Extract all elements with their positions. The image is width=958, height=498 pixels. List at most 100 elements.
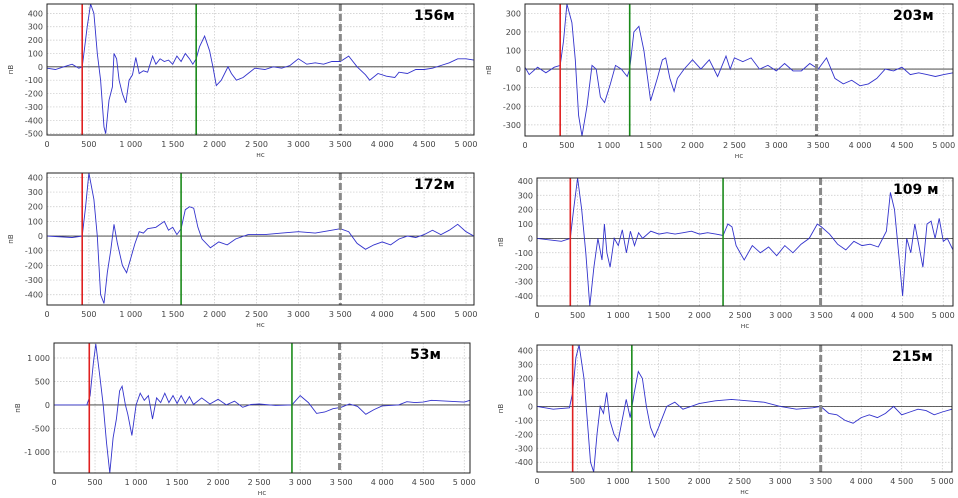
- x-tick-label: 500: [81, 140, 96, 149]
- x-tick-label: 2 000: [681, 141, 704, 150]
- y-tick-label: 500: [35, 377, 50, 386]
- y-tick-label: 0: [38, 63, 43, 72]
- x-tick-label: 1 500: [166, 478, 189, 487]
- chart-title: 156м: [414, 8, 455, 24]
- x-axis-label: нс: [258, 489, 267, 497]
- plot-frame: [53, 342, 471, 474]
- x-tick-label: 500: [87, 478, 102, 487]
- x-tick-label: 2 000: [203, 310, 226, 319]
- x-tick-label: 0: [522, 141, 527, 150]
- y-tick-label: -300: [503, 121, 521, 130]
- x-tick-label: 2 500: [729, 311, 752, 320]
- x-tick-label: 3 500: [329, 140, 352, 149]
- chart-panel-4: 0 500 1 000 1 500 2 000 2 500 3 000 3 500 4 000 4…: [497, 177, 955, 330]
- y-tick-label: 400: [518, 177, 533, 186]
- x-tick-label: 4 000: [371, 478, 394, 487]
- signal-trace: [536, 344, 953, 473]
- y-tick-label: -400: [515, 458, 533, 467]
- x-tick-label: 3 500: [329, 310, 352, 319]
- y-tick-label: -100: [503, 84, 521, 93]
- y-tick-label: 100: [506, 46, 521, 55]
- y-tick-label: -200: [515, 430, 533, 439]
- y-tick-label: -300: [25, 276, 43, 285]
- y-tick-label: -200: [25, 261, 43, 270]
- chart-panel-6: 0 500 1 000 1 500 2 000 2 500 3 000 3 500 4 000 4…: [497, 344, 954, 496]
- y-tick-label: -300: [515, 444, 533, 453]
- y-tick-label: 400: [28, 9, 43, 18]
- x-axis-label: нс: [256, 321, 265, 329]
- chart-panel-5: 0 500 1 000 1 500 2 000 2 500 3 000 3 500 4 000 4…: [14, 342, 476, 497]
- x-tick-label: 5 000: [455, 140, 478, 149]
- y-tick-label: 200: [28, 203, 43, 212]
- y-tick-label: 1 000: [27, 354, 50, 363]
- x-tick-label: 500: [570, 311, 585, 320]
- x-tick-label: 500: [81, 310, 96, 319]
- y-tick-label: 100: [518, 388, 533, 397]
- x-tick-label: 3 500: [330, 478, 353, 487]
- x-tick-label: 4 500: [412, 478, 435, 487]
- x-tick-label: 2 500: [248, 478, 271, 487]
- y-tick-label: 300: [518, 361, 533, 370]
- plot-area: [47, 4, 474, 135]
- x-tick-label: 3 500: [810, 311, 833, 320]
- y-tick-label: 0: [45, 401, 50, 410]
- plot-area: [537, 345, 952, 472]
- y-tick-label: 300: [28, 188, 43, 197]
- y-tick-label: -200: [503, 102, 521, 111]
- x-tick-label: 4 000: [851, 311, 874, 320]
- y-tick-label: -300: [515, 278, 533, 287]
- y-tick-label: 0: [528, 402, 533, 411]
- x-tick-label: 1 500: [647, 311, 670, 320]
- chart-title: 215м: [892, 349, 933, 365]
- y-tick-label: 400: [518, 347, 533, 356]
- y-tick-label: 100: [518, 220, 533, 229]
- x-tick-label: 3 500: [807, 141, 830, 150]
- y-tick-label: 400: [28, 173, 43, 182]
- x-tick-label: 0: [534, 311, 539, 320]
- y-tick-label: -400: [25, 116, 43, 125]
- y-tick-label: -400: [515, 292, 533, 301]
- x-tick-label: 1 000: [607, 311, 630, 320]
- x-tick-label: 500: [570, 477, 585, 486]
- y-tick-label: -100: [25, 247, 43, 256]
- x-tick-label: 5 000: [455, 310, 478, 319]
- x-tick-label: 0: [534, 477, 539, 486]
- plot-frame: [536, 344, 953, 473]
- chart-panel-3: 0 500 1 000 1 500 2 000 2 500 3 000 3 500 4 000 4…: [7, 172, 478, 329]
- y-axis-label: пВ: [14, 403, 22, 413]
- x-tick-label: 0: [44, 140, 49, 149]
- plot-frame: [46, 172, 475, 306]
- y-tick-label: 100: [28, 217, 43, 226]
- y-axis-label: пВ: [497, 237, 505, 247]
- plot-frame: [536, 177, 954, 307]
- signal-trace: [54, 343, 471, 474]
- plot-area: [54, 343, 470, 473]
- plot-area: [47, 173, 474, 305]
- x-tick-label: 4 000: [850, 477, 873, 486]
- x-tick-label: 2 500: [723, 141, 746, 150]
- y-tick-label: -100: [25, 76, 43, 85]
- y-tick-label: -400: [25, 291, 43, 300]
- x-tick-label: 3 500: [809, 477, 832, 486]
- x-tick-label: 1 000: [125, 478, 148, 487]
- x-tick-label: 2 500: [245, 310, 268, 319]
- x-tick-label: 2 000: [203, 140, 226, 149]
- x-tick-label: 3 000: [287, 310, 310, 319]
- x-tick-label: 1 500: [639, 141, 662, 150]
- chart-title: 203м: [893, 8, 934, 24]
- x-tick-label: 4 500: [891, 311, 914, 320]
- x-tick-label: 5 000: [931, 477, 954, 486]
- x-tick-label: 4 000: [371, 310, 394, 319]
- y-axis-label: пВ: [7, 234, 15, 244]
- y-axis-label: пВ: [497, 404, 505, 414]
- x-tick-label: 4 500: [890, 141, 913, 150]
- y-tick-label: 100: [28, 49, 43, 58]
- x-tick-label: 5 000: [453, 478, 476, 487]
- x-axis-label: нс: [741, 322, 750, 330]
- signal-trace: [524, 3, 954, 137]
- x-tick-label: 0: [44, 310, 49, 319]
- x-tick-label: 500: [559, 141, 574, 150]
- y-tick-label: 0: [516, 65, 521, 74]
- x-tick-label: 4 000: [849, 141, 872, 150]
- y-axis-label: пВ: [485, 65, 493, 75]
